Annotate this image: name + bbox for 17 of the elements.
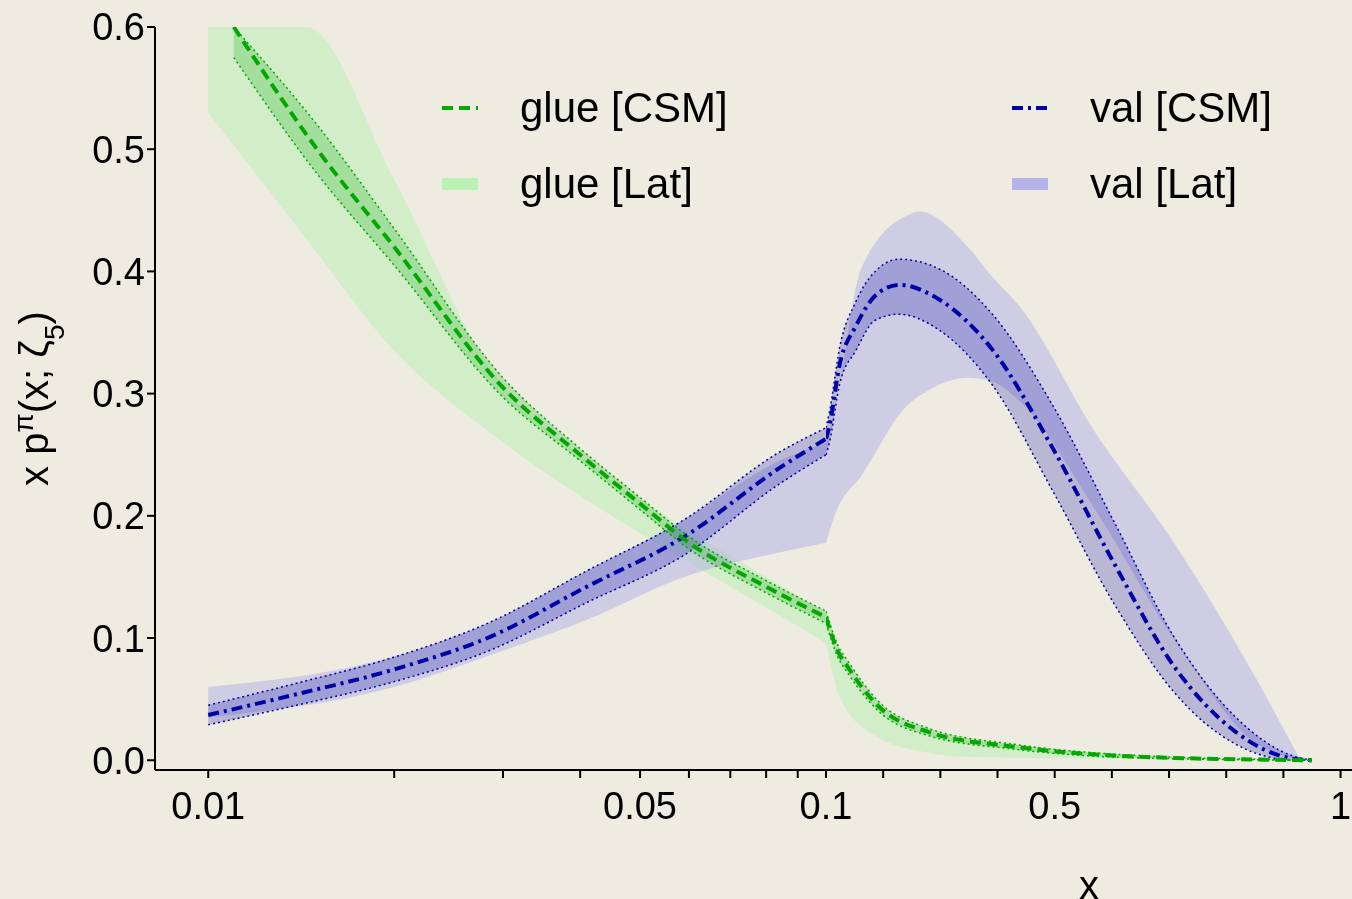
y-tick-label: 0.1 — [92, 617, 145, 660]
y-tick-label: 0.3 — [92, 373, 145, 416]
x-tick-label: 0.1 — [799, 784, 853, 827]
y-tick-label: 0.5 — [92, 128, 145, 171]
x-tick-label: 0.05 — [603, 784, 678, 827]
x-axis-title: x — [1079, 863, 1099, 899]
y-tick-label: 0.0 — [92, 739, 145, 782]
y-tick-label: 0.6 — [92, 6, 145, 49]
legend-label: glue [CSM] — [520, 84, 728, 132]
x-tick-label: 1 — [1329, 784, 1352, 827]
x-tick-label: 0.01 — [171, 784, 246, 827]
legend-label: val [Lat] — [1090, 160, 1238, 208]
legend-label: val [CSM] — [1090, 84, 1273, 132]
x-tick-label: 0.5 — [1028, 784, 1082, 827]
y-tick-label: 0.2 — [92, 495, 145, 538]
y-tick-label: 0.4 — [92, 250, 145, 293]
legend-label: glue [Lat] — [520, 160, 693, 208]
